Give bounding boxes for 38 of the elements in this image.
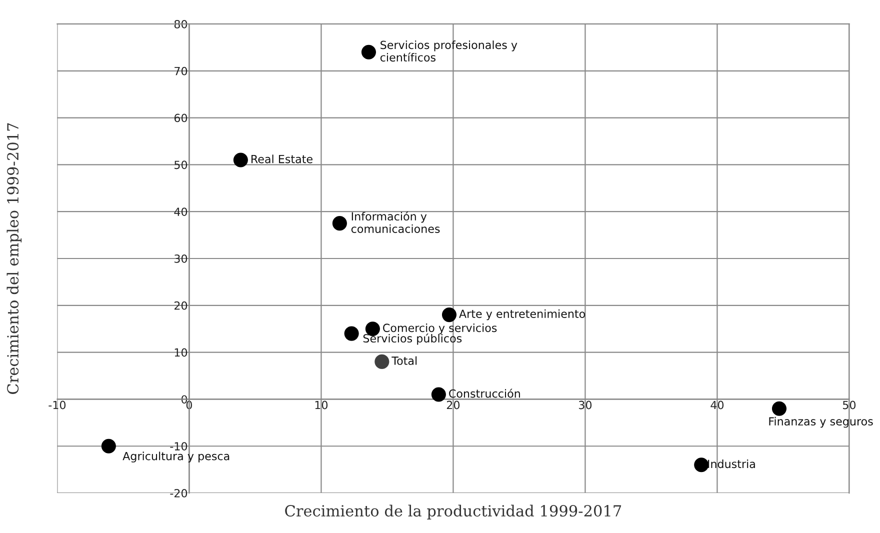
y-tick-label: 10 [174,348,188,357]
y-tick-label: 20 [174,301,188,310]
y-tick-label: 60 [174,114,188,122]
y-tick-label: 40 [174,208,188,216]
point [442,308,457,322]
x-tick-label: 20 [446,400,460,410]
y-tick-label: -10 [170,442,188,450]
x-tick-label: 40 [710,400,724,410]
x-tick-label: -10 [48,400,66,410]
x-tick-label: 50 [842,400,856,410]
annotation: Comercio y servicios [383,323,497,334]
point [374,354,390,369]
annotation: Servicios públicos [363,334,462,345]
y-tick-label: 70 [174,66,188,76]
annotation: Total [392,356,417,365]
y-axis-title: Crecimiento del empleo 1999-2017 [6,123,22,394]
point [101,438,116,454]
x-axis-title: Crecimiento de la productividad 1999-2017 [285,504,622,520]
point [431,387,446,402]
y-tick-label: 30 [174,254,188,263]
annotation: Finanzas y seguros [769,416,873,428]
annotation: Industria [708,460,755,468]
annotation: Construcción [449,388,520,398]
point [694,458,709,472]
y-tick-label: -20 [170,489,188,498]
x-tick-label: 30 [578,400,592,410]
annotation: Real Estate [251,154,312,164]
point [344,326,359,341]
annotation: Arte y entretenimiento [459,309,586,320]
x-tick-label: 10 [315,400,328,410]
annotation: Agricultura y pesca [122,452,230,462]
annotation: Servicios profesionales y científicos [380,40,518,62]
point [233,152,248,168]
annotation: Información y comunicaciones [351,212,440,233]
point [332,216,347,231]
y-tick-label: 50 [174,160,188,170]
point [361,44,376,60]
point [772,401,787,416]
